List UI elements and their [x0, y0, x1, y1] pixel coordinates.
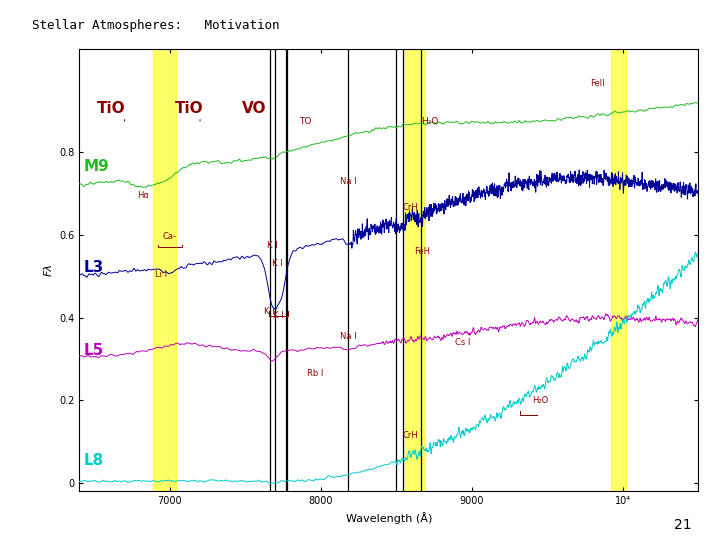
Text: H₂O: H₂O [531, 396, 548, 405]
Text: TiO: TiO [96, 101, 125, 116]
Text: TiO: TiO [175, 101, 204, 116]
Text: K I: K I [267, 241, 278, 249]
Text: TO: TO [300, 117, 312, 125]
Bar [611, 49, 626, 491]
Text: Ca-: Ca- [163, 232, 177, 241]
Text: Li I: Li I [155, 269, 167, 279]
Text: K I: K I [273, 312, 284, 320]
Text: L5: L5 [84, 343, 104, 358]
Text: 21: 21 [674, 518, 691, 532]
Text: K I: K I [264, 307, 275, 316]
Text: Na I: Na I [340, 332, 356, 341]
Text: VO: VO [242, 101, 266, 116]
Bar [153, 49, 176, 491]
Text: Hα: Hα [137, 191, 148, 200]
Text: FeII: FeII [590, 79, 605, 88]
Text: Cs I: Cs I [455, 338, 470, 347]
Text: K I: K I [271, 259, 282, 268]
X-axis label: Wavelength (Å): Wavelength (Å) [346, 512, 432, 524]
Text: L3: L3 [84, 260, 104, 275]
Bar [405, 49, 425, 491]
Text: M9: M9 [84, 159, 109, 174]
Text: Na I: Na I [340, 177, 356, 186]
Y-axis label: Fλ: Fλ [43, 264, 53, 276]
Text: H₂O: H₂O [421, 117, 438, 125]
Text: FeH: FeH [414, 247, 430, 256]
Text: CrH: CrH [402, 204, 418, 212]
Text: Rb I: Rb I [307, 369, 323, 378]
Text: L8: L8 [84, 453, 104, 468]
Text: Stellar Atmospheres:   Motivation: Stellar Atmospheres: Motivation [32, 19, 280, 32]
Text: CrH: CrH [402, 431, 418, 440]
